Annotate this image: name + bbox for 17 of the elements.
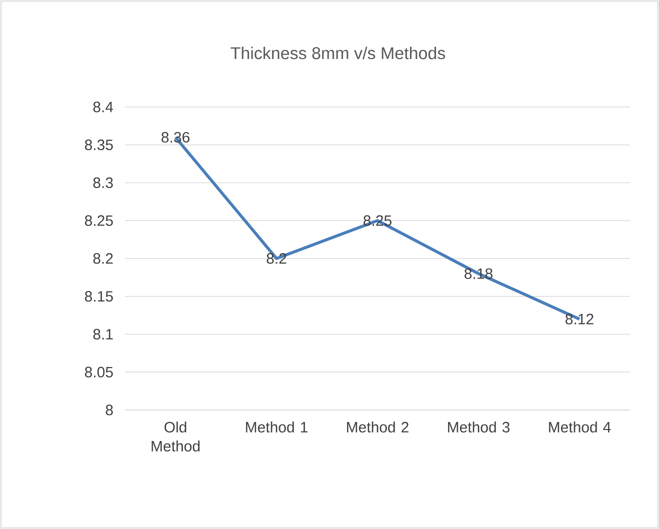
y-tick-label: 8.1: [93, 328, 113, 340]
y-tick-label: 8.2: [93, 253, 113, 264]
data-label: 8.36: [162, 132, 190, 143]
x-tick-label: Method 4: [549, 422, 611, 433]
y-tick-label: 8.4: [93, 102, 114, 112]
chart-title: Thickness 8mm v/s Methods: [230, 46, 446, 60]
x-tick-label: Method 1: [246, 422, 308, 433]
y-tick-label: 8.25: [84, 215, 113, 226]
data-label: 8.12: [566, 314, 594, 324]
y-tick-label: 8: [106, 404, 113, 416]
x-tick-label: Method 3: [448, 422, 510, 433]
x-tick-label: Old Method: [152, 422, 200, 452]
y-tick-label: 8.3: [93, 177, 113, 188]
y-tick-label: 8.15: [84, 291, 113, 302]
x-tick-label: Method 2: [347, 422, 408, 433]
y-tick-label: 8.35: [84, 140, 113, 150]
y-tick-label: 8.05: [84, 366, 113, 378]
